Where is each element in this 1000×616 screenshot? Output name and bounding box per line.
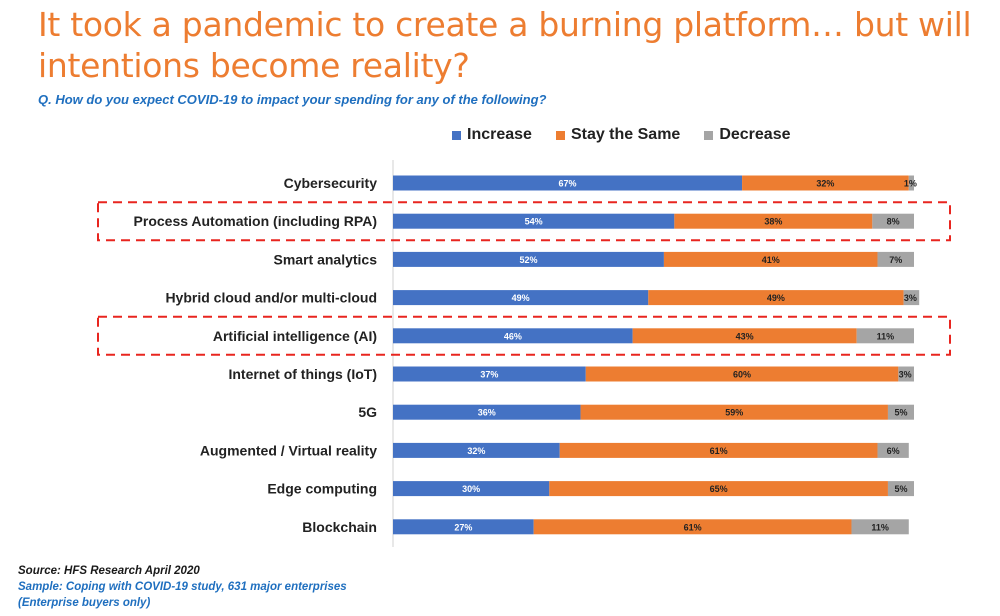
data-label-decrease-edge-computing: 5% — [894, 484, 907, 494]
data-label-decrease-process-automation-including-rpa: 8% — [887, 217, 900, 227]
data-label-increase-smart-analytics: 52% — [519, 255, 537, 265]
bar-decrease-artificial-intelligence-ai — [856, 328, 914, 344]
bar-decrease-edge-computing — [887, 481, 914, 497]
category-label-internet-of-things-iot: Internet of things (IoT) — [228, 366, 377, 382]
data-label-increase-internet-of-things-iot: 37% — [480, 370, 498, 380]
sample-note: Sample: Coping with COVID-19 study, 631 … — [18, 581, 347, 593]
bar-stay-the-same-smart-analytics — [663, 251, 878, 267]
legend-item-decrease: Decrease — [704, 126, 791, 144]
bar-increase-blockchain — [393, 519, 534, 535]
data-label-decrease-augmented-virtual-reality: 6% — [887, 446, 900, 456]
survey-question: Q. How do you expect COVID-19 to impact … — [38, 92, 547, 107]
data-label-decrease-blockchain: 11% — [871, 522, 889, 532]
bar-decrease-hybrid-cloud-and-or-multi-cloud — [903, 290, 920, 306]
bar-stay-the-same-artificial-intelligence-ai — [632, 328, 857, 344]
legend-label-increase: Increase — [467, 126, 532, 143]
bar-decrease-blockchain — [851, 519, 909, 535]
data-label-increase-edge-computing: 30% — [462, 484, 480, 494]
highlight-box-artificial-intelligence-ai — [97, 315, 951, 356]
bar-increase-augmented-virtual-reality — [393, 442, 560, 458]
data-label-increase-5g: 36% — [478, 408, 496, 418]
data-label-stay-the-same-internet-of-things-iot: 60% — [733, 370, 751, 380]
data-label-increase-hybrid-cloud-and-or-multi-cloud: 49% — [512, 293, 530, 303]
bar-stay-the-same-cybersecurity — [742, 175, 909, 191]
data-label-increase-process-automation-including-rpa: 54% — [525, 217, 543, 227]
bar-increase-internet-of-things-iot — [393, 366, 586, 382]
data-label-stay-the-same-cybersecurity: 32% — [816, 179, 834, 189]
bar-increase-cybersecurity — [393, 175, 743, 191]
category-label-artificial-intelligence-ai: Artificial intelligence (AI) — [213, 328, 377, 344]
legend-swatch-stay-the-same — [555, 130, 565, 140]
data-label-decrease-artificial-intelligence-ai: 11% — [877, 331, 895, 341]
legend-label-stay-the-same: Stay the Same — [570, 126, 681, 143]
bar-increase-5g — [393, 404, 581, 420]
bar-stay-the-same-5g — [580, 404, 888, 420]
data-label-decrease-smart-analytics: 7% — [889, 255, 902, 265]
bar-stay-the-same-internet-of-things-iot — [585, 366, 899, 382]
legend-label-decrease: Decrease — [719, 126, 791, 143]
category-label-smart-analytics: Smart analytics — [274, 251, 378, 267]
data-label-stay-the-same-blockchain: 61% — [684, 522, 702, 532]
bar-stay-the-same-augmented-virtual-reality — [559, 442, 878, 458]
data-label-stay-the-same-process-automation-including-rpa: 38% — [764, 217, 782, 227]
bar-increase-artificial-intelligence-ai — [393, 328, 633, 344]
data-label-increase-augmented-virtual-reality: 32% — [467, 446, 485, 456]
bar-stay-the-same-edge-computing — [549, 481, 888, 497]
data-label-stay-the-same-5g: 59% — [725, 408, 743, 418]
bar-decrease-process-automation-including-rpa — [872, 213, 914, 229]
bar-decrease-augmented-virtual-reality — [877, 442, 909, 458]
bar-increase-hybrid-cloud-and-or-multi-cloud — [393, 290, 649, 306]
data-label-decrease-hybrid-cloud-and-or-multi-cloud: 3% — [904, 293, 917, 303]
category-label-cybersecurity: Cybersecurity — [284, 175, 378, 191]
data-label-increase-blockchain: 27% — [454, 522, 472, 532]
bar-increase-process-automation-including-rpa — [393, 213, 675, 229]
stacked-bar-chart: Cybersecurity 67% 32% 1% Process Automation … — [97, 160, 951, 547]
legend-item-increase: Increase — [452, 126, 532, 144]
data-label-stay-the-same-augmented-virtual-reality: 61% — [710, 446, 728, 456]
sample-note-subtext: (Enterprise buyers only) — [18, 597, 151, 609]
bar-increase-edge-computing — [393, 481, 550, 497]
page-title: It took a pandemic to create a burning p… — [38, 5, 972, 85]
chart-legend: Increase Stay the Same Decrease — [452, 126, 791, 144]
highlight-box-process-automation-including-rpa — [97, 201, 951, 242]
data-label-stay-the-same-hybrid-cloud-and-or-multi-cloud: 49% — [767, 293, 785, 303]
category-label-blockchain: Blockchain — [302, 519, 377, 535]
source-note: Source: HFS Research April 2020 — [18, 565, 200, 577]
legend-item-stay-the-same: Stay the Same — [555, 126, 681, 144]
legend-swatch-decrease — [704, 130, 714, 140]
bar-stay-the-same-process-automation-including-rpa — [674, 213, 873, 229]
bar-increase-smart-analytics — [393, 251, 664, 267]
bar-decrease-5g — [887, 404, 914, 420]
bar-stay-the-same-blockchain — [533, 519, 852, 535]
category-label-hybrid-cloud-and-or-multi-cloud: Hybrid cloud and/or multi-cloud — [165, 290, 377, 306]
data-label-increase-artificial-intelligence-ai: 46% — [504, 331, 522, 341]
category-label-edge-computing: Edge computing — [267, 481, 377, 497]
data-label-stay-the-same-artificial-intelligence-ai: 43% — [736, 331, 754, 341]
category-label-augmented-virtual-reality: Augmented / Virtual reality — [200, 442, 377, 458]
bar-decrease-smart-analytics — [877, 251, 914, 267]
data-label-stay-the-same-smart-analytics: 41% — [762, 255, 780, 265]
legend-swatch-increase — [452, 130, 461, 140]
bar-decrease-cybersecurity — [908, 175, 914, 191]
data-label-decrease-5g: 5% — [894, 408, 907, 418]
data-label-decrease-cybersecurity: 1% — [904, 179, 917, 189]
data-label-stay-the-same-edge-computing: 65% — [710, 484, 728, 494]
bar-stay-the-same-hybrid-cloud-and-or-multi-cloud — [648, 290, 904, 306]
bar-decrease-internet-of-things-iot — [898, 366, 914, 382]
category-label-5g: 5G — [358, 404, 377, 420]
category-label-process-automation-including-rpa: Process Automation (including RPA) — [134, 213, 377, 229]
data-label-decrease-internet-of-things-iot: 3% — [899, 370, 912, 380]
data-label-increase-cybersecurity: 67% — [559, 179, 577, 189]
